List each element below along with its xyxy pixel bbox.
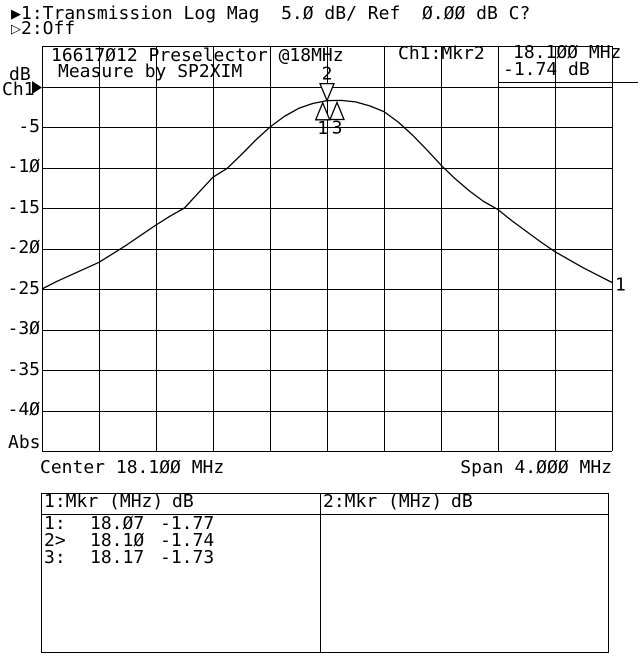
y-axis-abs-label: Abs [8, 432, 41, 453]
marker-row-freq: 18.Ø7 [90, 513, 145, 534]
marker-2-symbol-icon [319, 82, 335, 103]
trace2-inactive-arrow-icon: ▷ [11, 22, 21, 37]
y-tick-label: -25 [7, 278, 40, 299]
marker-readout-level: -1.74 dB [503, 59, 590, 80]
y-tick-label: -35 [7, 359, 40, 380]
marker-table-1-unit: dB [172, 491, 194, 512]
graph-title-line1: 16617Ø12 Preselector @18MHz [51, 45, 344, 66]
marker-table-2-header: 2:Mkr (MHz) [323, 491, 443, 512]
graticule-grid [42, 46, 613, 452]
marker-row-db: -1.77 [160, 513, 215, 534]
marker-row-freq: 18.1Ø [90, 530, 145, 551]
y-axis-channel-label: Ch1 [2, 79, 35, 100]
trace1-status-line: 1:Transmission Log Mag 5.Ø dB/ Ref Ø.ØØ … [21, 3, 531, 24]
marker-3-symbol-icon [329, 100, 345, 121]
y-tick-label: -2Ø [7, 237, 40, 258]
marker-row-db: -1.74 [160, 530, 215, 551]
trace2-status-line: 2:Off [21, 18, 76, 39]
marker-1-number-label: 1 [317, 118, 328, 139]
trace-end-number-label: 1 [615, 275, 626, 296]
y-tick-label: -3Ø [7, 318, 40, 339]
marker-table-border [41, 493, 609, 653]
marker-row-freq: 18.17 [90, 547, 145, 568]
y-axis-unit-label: dB [9, 64, 31, 85]
reference-level-arrow-icon [32, 81, 42, 94]
marker-row-num: 2> [44, 530, 66, 551]
graph-title-line2: Measure by SP2XIM [58, 61, 243, 82]
marker-1-symbol-icon [314, 101, 331, 121]
channel-marker-label: Ch1:Mkr2 [398, 43, 485, 64]
marker-3-number-label: 3 [332, 118, 343, 139]
y-tick-label: -4Ø [7, 399, 40, 420]
marker-table-2-unit: dB [451, 491, 473, 512]
marker-readout-frequency: 18.1ØØ MHz [513, 42, 622, 63]
x-axis-center-label: Center 18.1ØØ MHz [40, 457, 225, 478]
y-tick-label: -1Ø [7, 156, 40, 177]
marker-table-frame [41, 493, 609, 653]
trace1-active-arrow-icon: ▶ [11, 7, 21, 22]
x-axis-span-label: Span 4.ØØØ MHz [460, 457, 612, 478]
marker-2-number-label: 2 [322, 64, 333, 85]
marker-row-num: 3: [44, 547, 66, 568]
marker-row-num: 1: [44, 513, 66, 534]
marker-table-1-header: 1:Mkr (MHz) [44, 491, 164, 512]
marker-row-db: -1.73 [160, 547, 215, 568]
y-tick-label: -15 [7, 197, 40, 218]
y-tick-label: -5 [18, 116, 40, 137]
